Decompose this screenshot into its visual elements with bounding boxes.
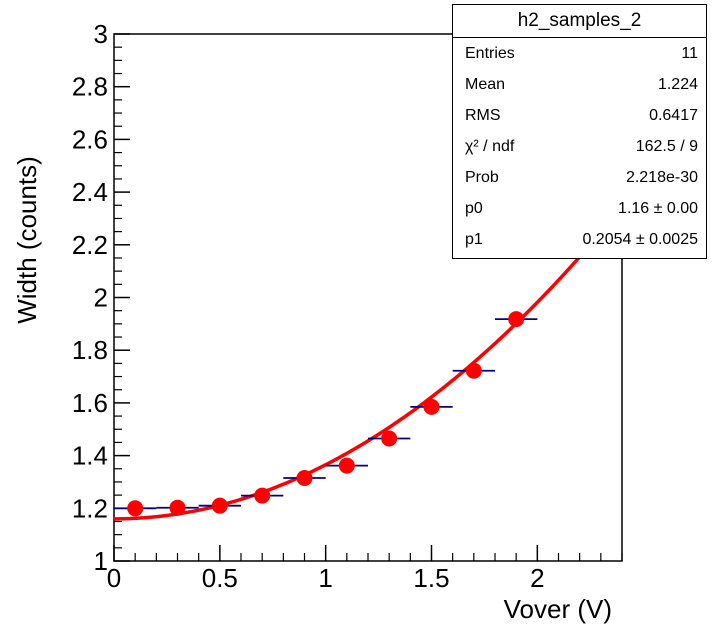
x-tick-label: 1 <box>318 563 332 593</box>
y-tick-label: 1.2 <box>72 493 108 523</box>
data-point <box>127 500 144 517</box>
data-point <box>211 497 228 514</box>
x-axis-title: Vover (V) <box>504 594 612 624</box>
y-tick-label: 1.4 <box>72 441 108 471</box>
stats-value: 11 <box>681 45 698 62</box>
data-points <box>114 311 538 517</box>
stats-value: 0.6417 <box>649 107 698 124</box>
stats-label: p0 <box>465 200 483 217</box>
x-tick-label: 1.5 <box>413 563 449 593</box>
stats-row-rms: RMS 0.6417 <box>453 100 706 131</box>
y-tick-label: 2.4 <box>72 177 108 207</box>
stats-value: 1.16 ± 0.00 <box>618 200 698 217</box>
y-tick-label: 3 <box>94 19 108 49</box>
stats-value: 2.218e-30 <box>625 169 698 186</box>
data-point <box>423 398 440 415</box>
y-tick-label: 2.6 <box>72 124 108 154</box>
stats-label: χ² / ndf <box>465 138 515 155</box>
stats-row-chi2: χ² / ndf 162.5 / 9 <box>453 131 706 162</box>
stats-label: Prob <box>465 169 499 186</box>
x-tick-label: 0 <box>107 563 121 593</box>
stats-label: Entries <box>465 45 515 62</box>
y-tick-label: 1 <box>94 546 108 576</box>
y-tick-label: 2 <box>94 283 108 313</box>
y-axis-title: Width (counts) <box>12 156 42 324</box>
fit-curve <box>113 205 624 521</box>
data-point <box>508 311 525 328</box>
x-tick-label: 0.5 <box>202 563 238 593</box>
stats-row-entries: Entries 11 <box>453 38 706 69</box>
axis-ticks <box>113 33 623 562</box>
x-tick-label: 2 <box>530 563 544 593</box>
stats-box: h2_samples_2 Entries 11 Mean 1.224 RMS 0… <box>452 4 707 259</box>
stats-title: h2_samples_2 <box>453 5 706 38</box>
stats-row-p1: p1 0.2054 ± 0.0025 <box>453 224 706 255</box>
data-point <box>381 430 398 447</box>
y-tick-label: 2.2 <box>72 230 108 260</box>
stats-row-prob: Prob 2.218e-30 <box>453 162 706 193</box>
stats-value: 1.224 <box>657 76 698 93</box>
y-tick-label: 2.8 <box>72 72 108 102</box>
stats-label: RMS <box>465 107 501 124</box>
stats-row-p0: p0 1.16 ± 0.00 <box>453 193 706 224</box>
stats-value: 162.5 / 9 <box>635 138 698 155</box>
stats-value: 0.2054 ± 0.0025 <box>582 231 698 248</box>
stats-label: p1 <box>465 231 483 248</box>
tick-labels: 0 0.5 1 1.5 2 1 1.2 1.4 1.6 1.8 2 2.2 2.4 2.6 2.8 3 <box>72 19 545 593</box>
y-tick-label: 1.6 <box>72 388 108 418</box>
data-point <box>169 499 186 516</box>
data-point <box>296 469 313 486</box>
data-point <box>465 362 482 379</box>
stats-row-mean: Mean 1.224 <box>453 69 706 100</box>
data-point <box>254 487 271 504</box>
y-tick-label: 1.8 <box>72 335 108 365</box>
stats-label: Mean <box>465 76 506 93</box>
data-point <box>338 457 355 474</box>
